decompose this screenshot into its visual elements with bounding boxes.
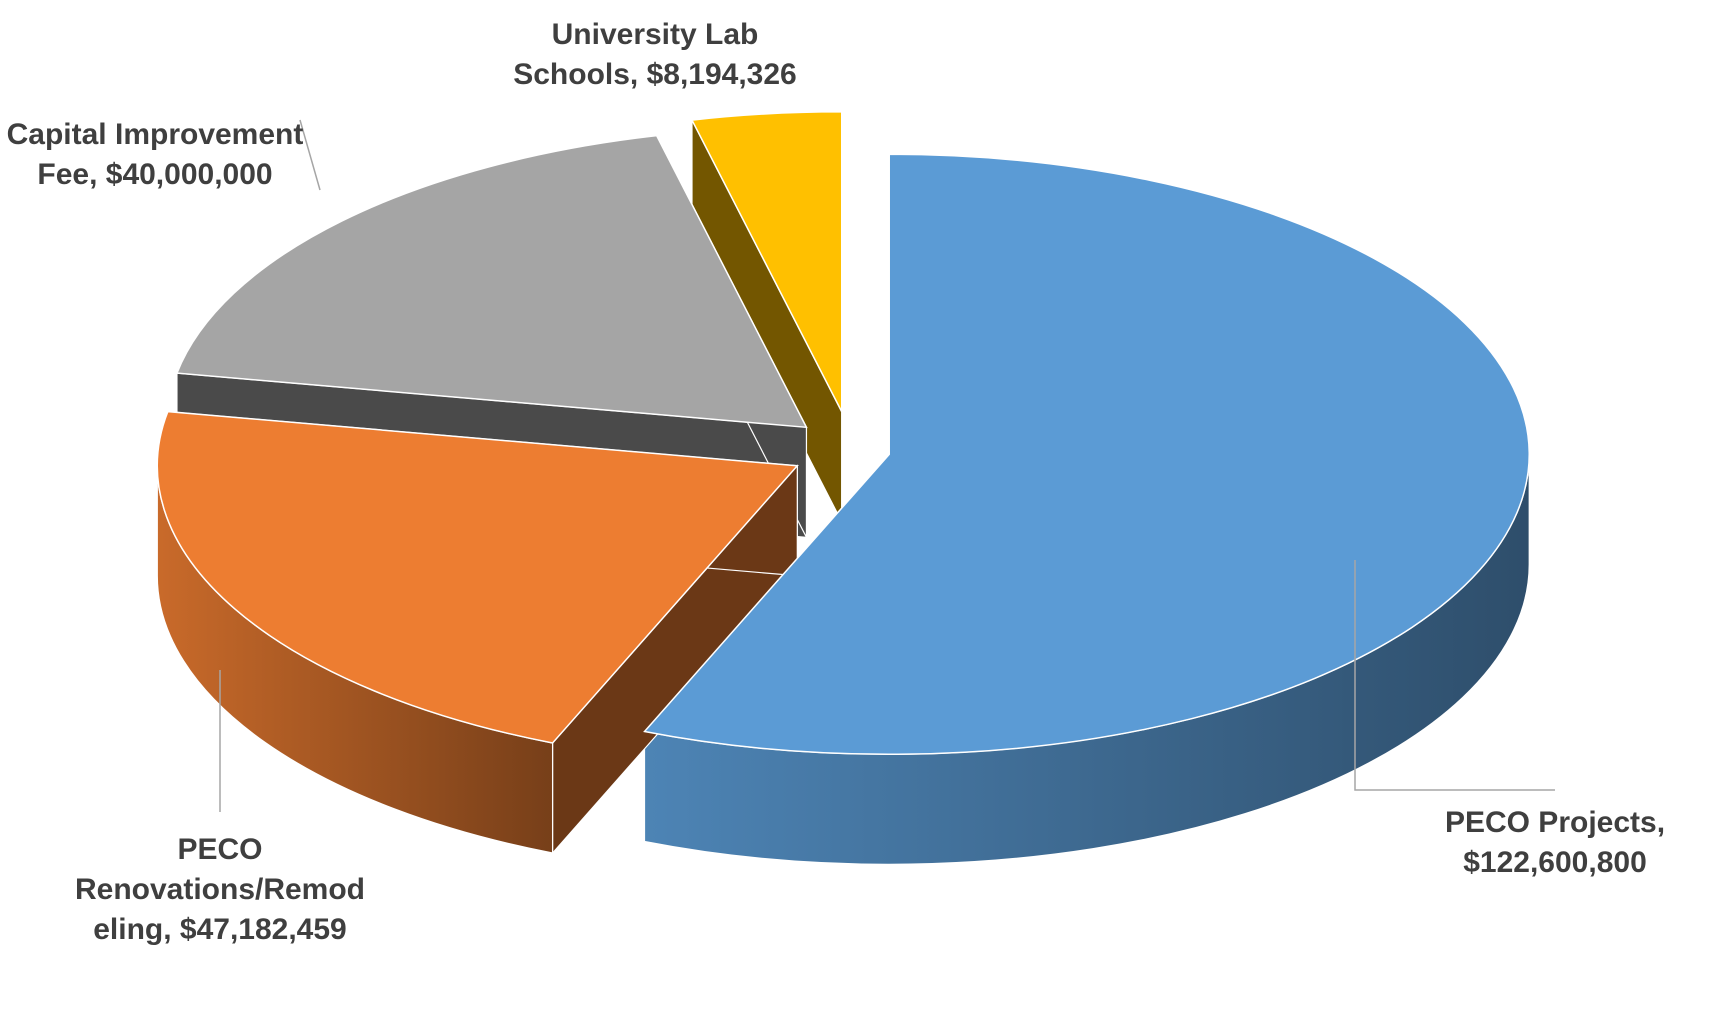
pie-slice-capital-improvement-fee (175, 134, 808, 429)
pie-tops (156, 111, 1530, 756)
data-label-line: $122,600,800 (1463, 846, 1647, 879)
data-label-line: Capital Improvement (7, 118, 304, 151)
data-label-3: University Lab Schools, $8,194,326 (513, 18, 797, 91)
leader-line-0 (1354, 560, 1555, 791)
data-label-2: Capital Improvement Fee, $40,000,000 (7, 118, 304, 191)
data-label-line: Renovations/Remod (75, 873, 365, 906)
data-label-line: eling, $47,182,459 (93, 913, 347, 946)
data-label-line: University Lab (552, 18, 759, 51)
data-label-0: PECO Projects, $122,600,800 (1445, 806, 1665, 879)
pie-slice-peco-projects (643, 153, 1530, 756)
data-label-1: PECO Renovations/Remod eling, $47,182,459 (75, 833, 365, 946)
pie-labels: PECO Projects, $122,600,800 PECO Renovation… (7, 18, 1665, 946)
data-label-line: PECO Projects, (1445, 806, 1665, 839)
data-label-line: PECO (177, 833, 262, 866)
data-label-line: Schools, $8,194,326 (513, 58, 797, 91)
data-label-line: Fee, $40,000,000 (37, 158, 272, 191)
pie-slice-university-lab-schools (690, 111, 843, 413)
pie-slice-peco-renovations-remodeling (156, 410, 799, 744)
leader-line-2 (299, 119, 321, 191)
